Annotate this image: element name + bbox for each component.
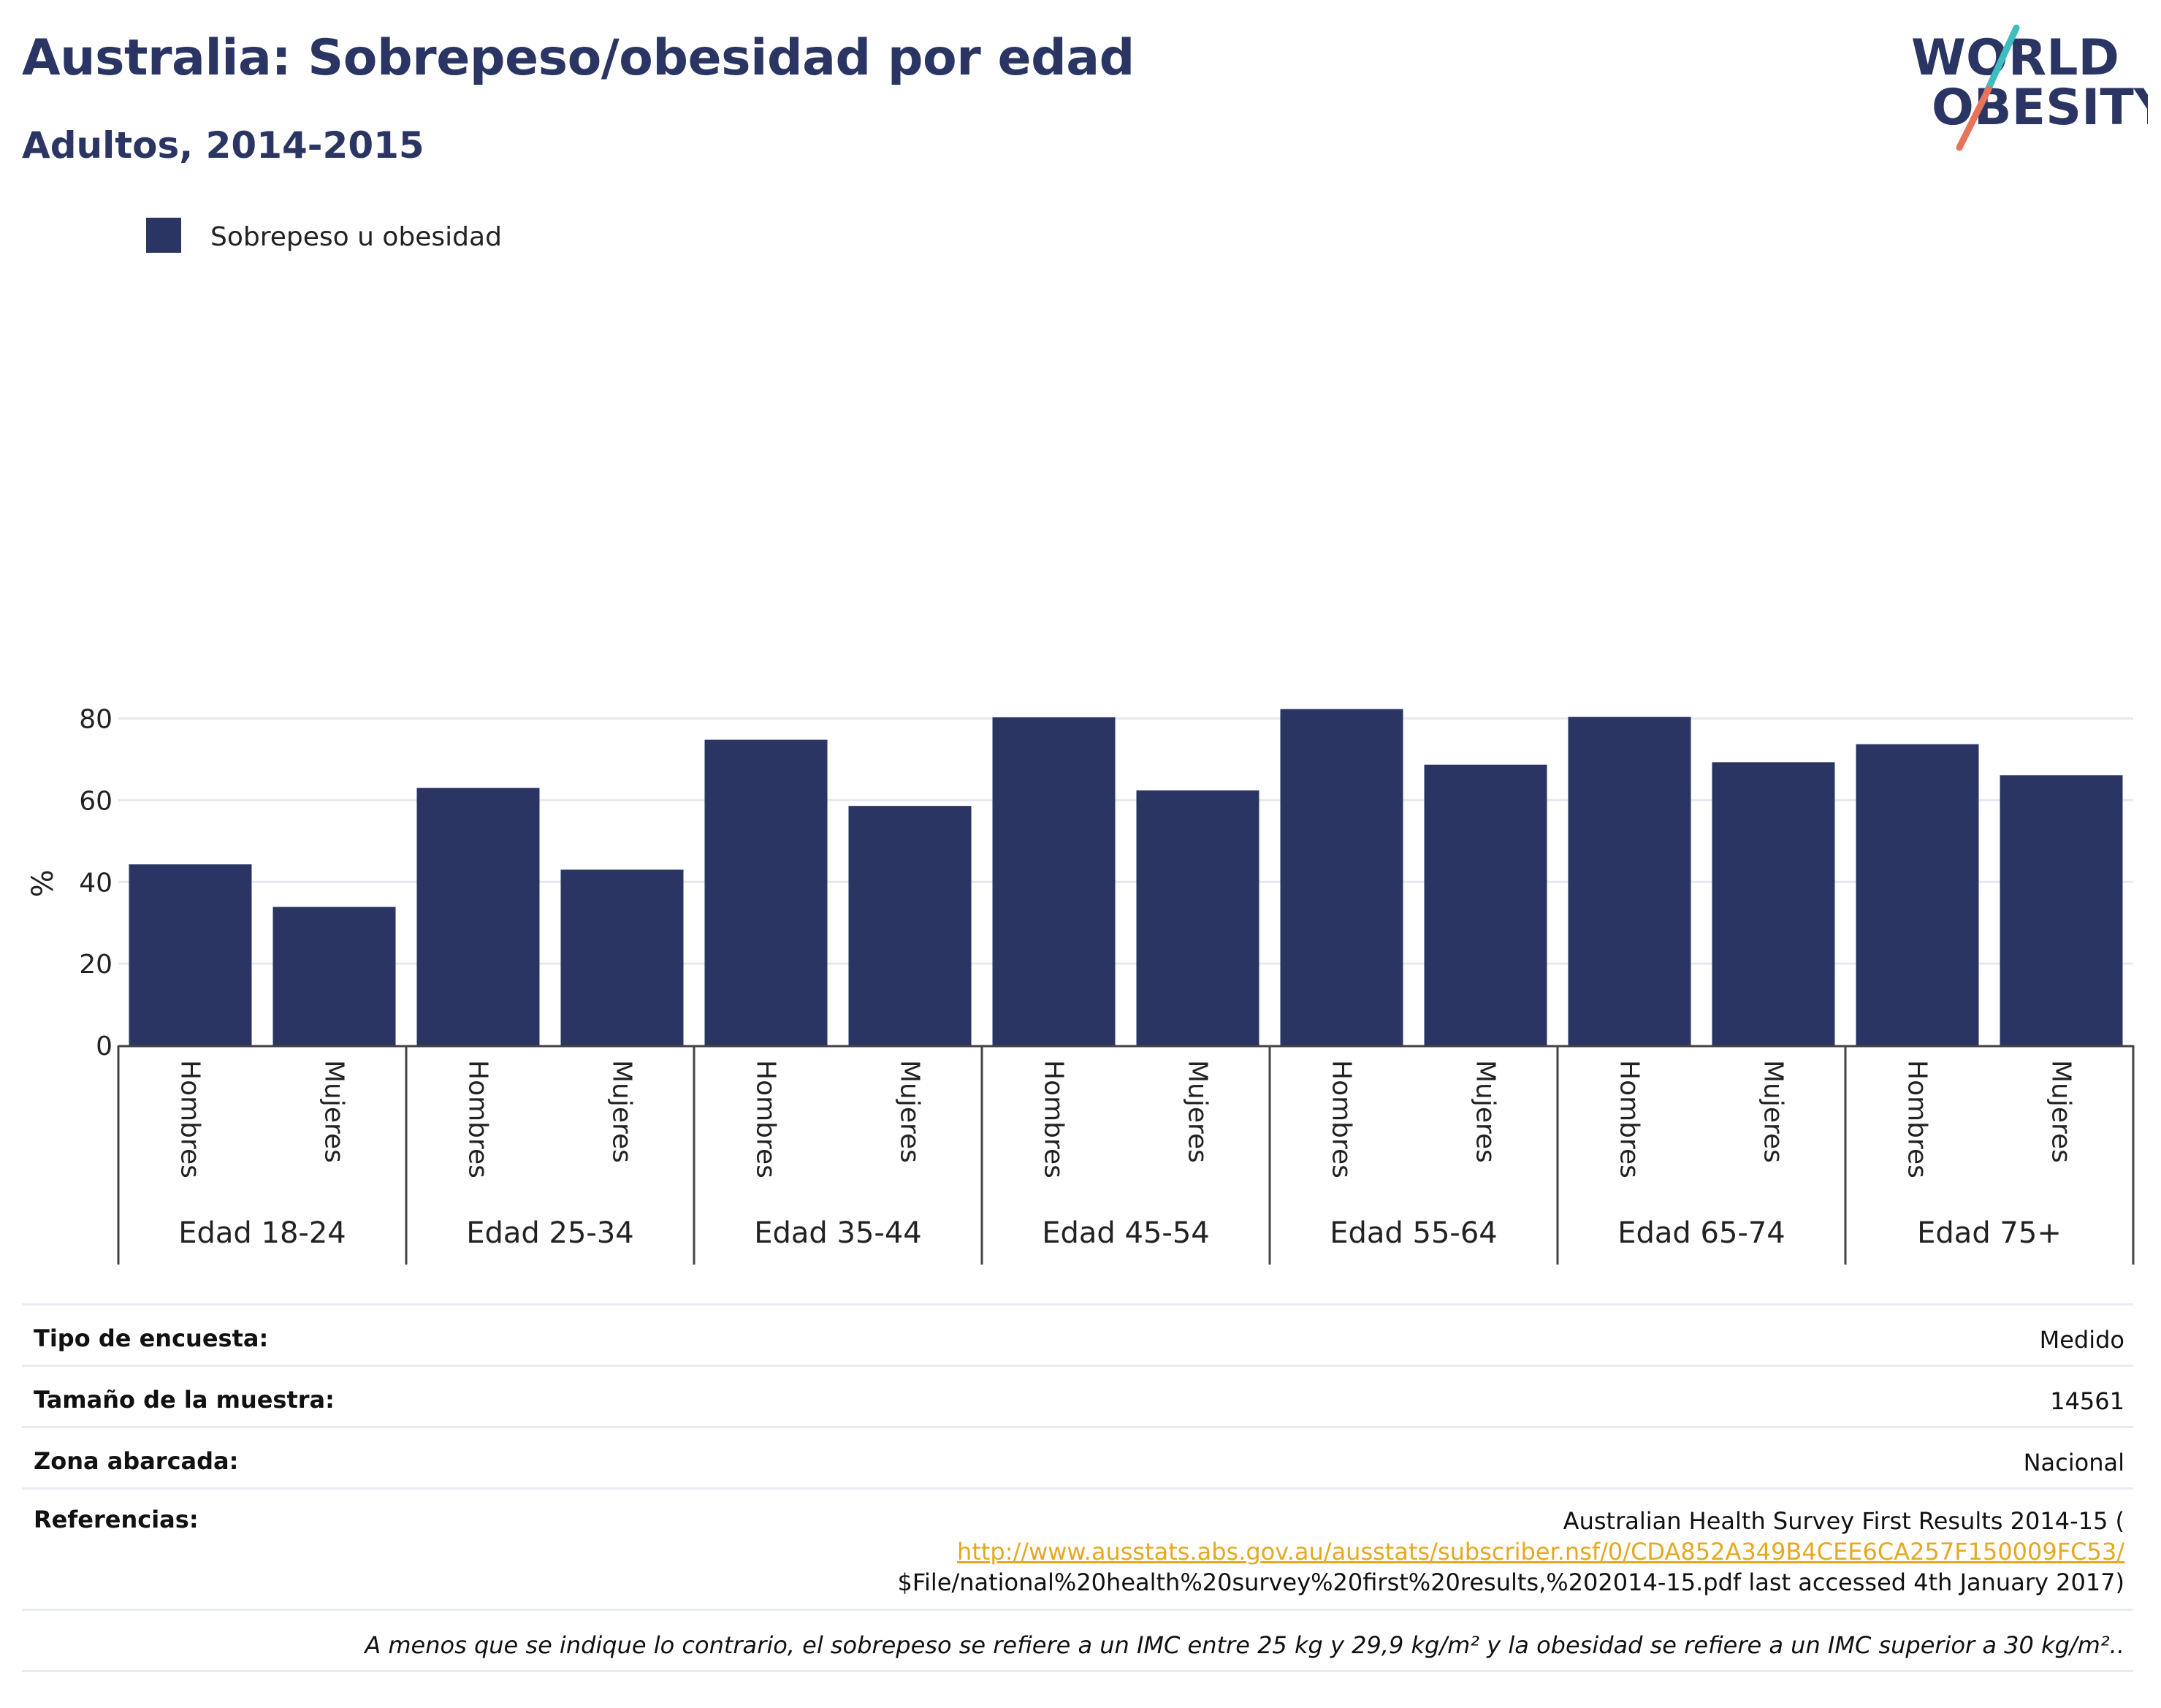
sample-size-label: Tamaño de la muestra: <box>34 1386 335 1414</box>
x-subcategory-label: Hombres <box>1327 1060 1357 1178</box>
x-subcategory-label: Mujeres <box>895 1060 925 1163</box>
references-label: Referencias: <box>34 1506 199 1533</box>
bar <box>1712 762 1835 1045</box>
logo-slash-teal <box>1983 24 2020 95</box>
world-obesity-logo: WORLD OBESITY <box>1911 24 2148 151</box>
logo-text-world: WORLD <box>1911 29 2119 87</box>
x-subcategory-label: Hombres <box>463 1060 493 1178</box>
chart-subtitle: Adultos, 2014-2015 <box>22 124 424 167</box>
bar-chart: Sobrepeso u obesidad 0 20 40 60 80% Hombres Mu… <box>26 218 2135 1265</box>
y-tick-label: 0 <box>96 1032 113 1061</box>
area-row: Zona abarcada: Nacional <box>22 1426 2133 1487</box>
x-group-label: Edad 55-64 <box>1330 1216 1498 1250</box>
y-tick-label: 20 <box>79 950 113 980</box>
references-link[interactable]: http://www.ausstats.abs.gov.au/ausstats/… <box>957 1538 2124 1566</box>
survey-type-value: Medido <box>2039 1326 2124 1354</box>
x-group-label: Edad 65-74 <box>1617 1216 1785 1250</box>
sample-size-value: 14561 <box>2050 1387 2124 1415</box>
bar <box>1424 764 1547 1045</box>
x-subcategory-label: Mujeres <box>1758 1060 1788 1163</box>
survey-type-label: Tipo de encuesta: <box>34 1324 269 1352</box>
area-value: Nacional <box>2023 1449 2124 1476</box>
x-group-label: Edad 35-44 <box>754 1216 922 1250</box>
references-text-3: $File/national%20health%20survey%20first… <box>897 1568 2124 1596</box>
x-group-label: Edad 45-54 <box>1042 1216 1210 1250</box>
x-group-label: Edad 18-24 <box>178 1216 346 1250</box>
x-subcategory-label: Mujeres <box>2046 1060 2076 1163</box>
bar <box>704 739 828 1045</box>
bar <box>129 864 252 1045</box>
definition-note-row: A menos que se indique lo contrario, el … <box>22 1609 2133 1670</box>
logo-text-obesity: OBESITY <box>1932 79 2148 137</box>
legend-swatch <box>146 218 181 253</box>
x-subcategory-label: Hombres <box>175 1060 205 1178</box>
x-subcategory-label: Hombres <box>751 1060 781 1178</box>
bar <box>1568 717 1691 1045</box>
bar <box>416 788 540 1045</box>
bar <box>1136 790 1259 1045</box>
survey-type-row: Tipo de encuesta: Medido <box>22 1303 2133 1365</box>
logo-slash-coral <box>1956 85 1992 151</box>
x-subcategory-label: Hombres <box>1039 1060 1069 1178</box>
y-tick-label: 80 <box>79 705 113 735</box>
x-subcategory-label: Mujeres <box>1471 1060 1501 1163</box>
x-subcategory-label: Mujeres <box>607 1060 637 1163</box>
legend-label: Sobrepeso u obesidad <box>210 222 502 252</box>
table-bottom-divider <box>22 1670 2133 1673</box>
x-group-label: Edad 75+ <box>1917 1216 2062 1250</box>
y-tick-label: 40 <box>79 868 113 898</box>
bar <box>1280 709 1403 1045</box>
bar <box>992 717 1116 1045</box>
legend: Sobrepeso u obesidad <box>146 218 502 253</box>
area-label: Zona abarcada: <box>34 1447 239 1475</box>
bar <box>1856 744 1979 1045</box>
sample-size-row: Tamaño de la muestra: 14561 <box>22 1365 2133 1426</box>
bar <box>560 869 684 1045</box>
x-subcategory-label: Mujeres <box>319 1060 349 1163</box>
bar <box>848 806 972 1045</box>
chart-title: Australia: Sobrepeso/obesidad por edad <box>22 29 1135 87</box>
x-group-label: Edad 25-34 <box>466 1216 634 1250</box>
references-value: Australian Health Survey First Results 2… <box>898 1506 2124 1598</box>
references-text-1: Australian Health Survey First Results 2… <box>1563 1507 2124 1535</box>
x-subcategory-label: Hombres <box>1615 1060 1644 1178</box>
references-row: Referencias: Australian Health Survey Fi… <box>22 1487 2133 1609</box>
x-subcategory-label: Hombres <box>1902 1060 1932 1178</box>
x-subcategory-label: Mujeres <box>1183 1060 1213 1163</box>
y-tick-label: 60 <box>79 786 113 816</box>
definition-note: A menos que se indique lo contrario, el … <box>365 1631 2124 1659</box>
y-axis-label: % <box>26 869 60 897</box>
bar <box>272 907 396 1045</box>
bar <box>2000 775 2123 1045</box>
survey-info-table: Tipo de encuesta: Medido Tamaño de la mu… <box>22 1303 2133 1673</box>
